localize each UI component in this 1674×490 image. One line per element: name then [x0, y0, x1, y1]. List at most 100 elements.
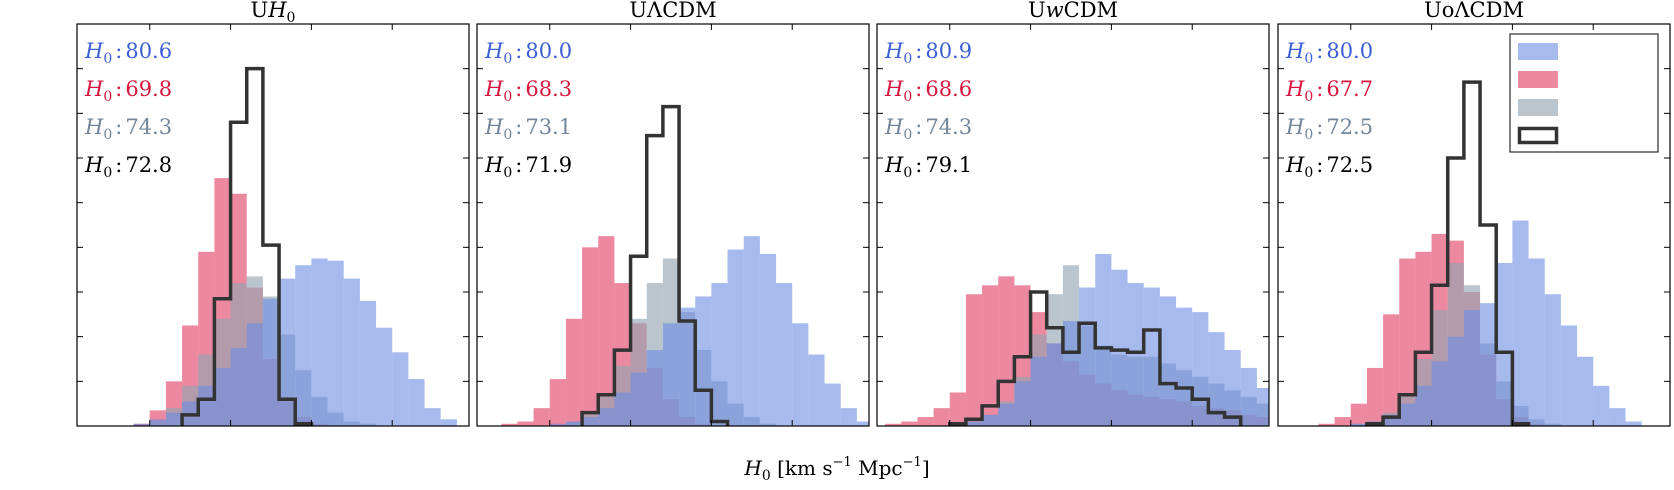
h0-symbol: H — [1285, 115, 1305, 139]
h0-annotation-he0435: H0:74.3 — [84, 115, 172, 143]
x-label-subscript: 0 — [762, 468, 771, 484]
b1608-bar — [1334, 417, 1351, 426]
b1608-bar — [998, 276, 1015, 426]
h0-annotation-b1608: H0:69.8 — [84, 77, 172, 105]
h0-label: H0:69.8 — [84, 77, 172, 105]
h0-annotation-b1608: H0:67.7 — [1285, 77, 1373, 105]
h0-colon: : — [915, 39, 922, 63]
plot-area — [885, 254, 1269, 426]
rxj1131-bar — [1528, 258, 1545, 426]
panel-title-variable: w — [1046, 0, 1064, 22]
rxj1131-bar — [279, 278, 296, 426]
rxj1131-bar — [376, 327, 393, 426]
rxj1131-bar — [727, 249, 744, 426]
rxj1131-bar — [408, 379, 425, 426]
panel-title-main: U — [1028, 0, 1046, 22]
rxj1131-bar — [1496, 262, 1513, 426]
h0-label: H0:80.0 — [484, 39, 572, 67]
rxj1131-bar — [1159, 296, 1177, 426]
panel-title-main: UΛCDM — [629, 0, 716, 22]
h0-value: 71.9 — [525, 153, 572, 177]
h0-label: H0:80.6 — [84, 39, 172, 67]
b1608-bar — [565, 318, 583, 426]
rxj1131-bar — [824, 383, 841, 426]
h0-value: 80.9 — [925, 39, 972, 63]
h0-label: H0:71.9 — [484, 153, 572, 181]
b1608-bar — [1366, 367, 1384, 426]
rxj1131-bar — [998, 403, 1015, 426]
h0-annotation-tdsl: H0:79.1 — [884, 153, 972, 181]
rxj1131-bar — [1431, 361, 1448, 426]
h0-colon: : — [915, 115, 922, 139]
h0-annotation-b1608: H0:68.6 — [884, 77, 972, 105]
rxj1131-bar — [1609, 408, 1626, 426]
legend-swatch-b1608 — [1518, 71, 1558, 88]
h0-subscript: 0 — [503, 127, 512, 143]
b1608-bar — [1399, 258, 1416, 426]
b1608-bar — [598, 236, 615, 426]
x-axis-label: H0 [km s−1 Mpc−1] — [743, 455, 929, 484]
b1608-bar — [933, 408, 950, 426]
legend-swatch-tdsl — [1517, 126, 1559, 145]
rxj1131-bar — [1480, 303, 1497, 426]
h0-symbol: H — [484, 39, 504, 63]
h0-subscript: 0 — [1304, 165, 1313, 181]
rxj1131-bar — [1544, 294, 1561, 426]
b1608-bar — [549, 379, 566, 426]
h0-value: 72.8 — [125, 153, 172, 177]
h0-value: 69.8 — [125, 77, 172, 101]
panel-title-variable: H — [267, 0, 287, 22]
rxj1131-bar — [646, 350, 663, 426]
axes-frame — [476, 23, 870, 427]
h0-annotation-rxj1131: H0:80.9 — [884, 39, 972, 67]
h0-annotation-he0435: H0:74.3 — [884, 115, 972, 143]
rxj1131-bar — [582, 417, 599, 426]
rxj1131-bar — [1111, 269, 1128, 426]
b1608-bar — [533, 408, 550, 426]
rxj1131-bar — [982, 414, 999, 426]
h0-label: H0:72.5 — [1285, 153, 1373, 181]
b1608-bar — [901, 421, 918, 426]
h0-value: 67.7 — [1326, 77, 1373, 101]
axes-frame — [876, 23, 1270, 427]
rxj1131-bar — [1014, 381, 1031, 426]
h0-annotation-tdsl: H0:72.5 — [1285, 153, 1373, 181]
h0-symbol: H — [84, 153, 104, 177]
rxj1131-bar — [695, 296, 712, 426]
h0-annotation-tdsl: H0:72.8 — [84, 153, 172, 181]
h0-symbol: H — [884, 115, 904, 139]
axes-frame — [76, 23, 470, 427]
rxj1131-bar — [1625, 421, 1642, 426]
h0-annotation-b1608: H0:68.3 — [484, 77, 572, 105]
h0-symbol: H — [484, 115, 504, 139]
b1608-bar — [982, 285, 999, 426]
panel-title-main: UoΛCDM — [1424, 0, 1524, 22]
rxj1131-bar — [1383, 414, 1400, 426]
h0-subscript: 0 — [1304, 89, 1313, 105]
x-label-units-a: [km s — [771, 456, 833, 480]
h0-subscript: 0 — [103, 165, 112, 181]
h0-label: H0:73.1 — [484, 115, 572, 143]
tdsl-step-line — [580, 104, 730, 426]
h0-value: 68.3 — [525, 77, 572, 101]
rxj1131-bar — [1256, 388, 1269, 426]
h0-colon: : — [115, 115, 122, 139]
rxj1131-bar — [311, 258, 328, 426]
b1608-bar — [582, 247, 599, 426]
h0-colon: : — [1316, 153, 1323, 177]
rxj1131-bar — [1399, 403, 1416, 426]
rxj1131-bar — [630, 372, 647, 426]
rxj1131-bar — [549, 423, 566, 426]
h0-annotation-rxj1131: H0:80.0 — [484, 39, 572, 67]
h0-symbol: H — [884, 153, 904, 177]
h0-annotation-he0435: H0:72.5 — [1285, 115, 1373, 143]
rxj1131-bar — [149, 419, 166, 426]
h0-label: H0:72.5 — [1285, 115, 1373, 143]
panel-2: UΛCDM H0:80.0 H0:68.3 H0:73.1 H0:71.9 — [476, 0, 870, 427]
rxj1131-bar — [856, 421, 869, 426]
h0-value: 79.1 — [925, 153, 972, 177]
